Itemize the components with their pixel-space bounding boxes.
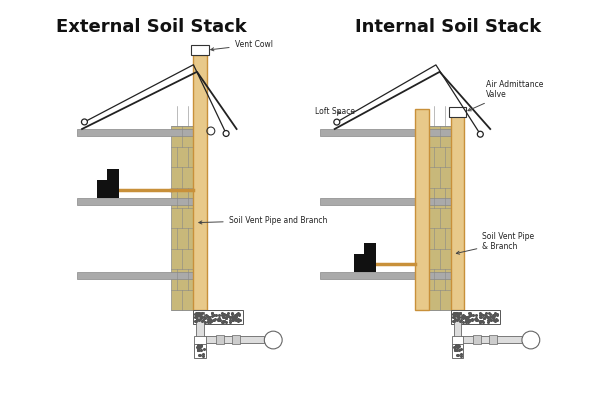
Circle shape	[334, 119, 340, 125]
Bar	[77, 272, 199, 279]
Circle shape	[478, 131, 483, 137]
Bar	[355, 254, 374, 263]
Bar	[449, 107, 466, 117]
Bar	[452, 344, 463, 358]
Bar	[451, 109, 464, 310]
Circle shape	[265, 331, 282, 349]
Bar	[429, 126, 451, 310]
Bar	[193, 55, 207, 310]
Bar	[320, 272, 457, 279]
Bar	[194, 344, 206, 358]
Bar	[107, 170, 119, 189]
Bar	[191, 45, 209, 55]
Text: Soil Vent Pipe
& Branch: Soil Vent Pipe & Branch	[457, 232, 535, 254]
Bar	[204, 336, 265, 343]
Bar	[320, 198, 457, 205]
Text: Vent Cowl: Vent Cowl	[211, 40, 272, 51]
Bar	[97, 189, 119, 198]
Bar	[196, 312, 204, 338]
Text: Loft Space: Loft Space	[315, 107, 355, 116]
Bar	[452, 336, 463, 344]
Bar	[454, 312, 461, 338]
Bar	[232, 335, 239, 344]
Bar	[364, 243, 376, 263]
Bar	[216, 335, 224, 344]
Bar	[415, 109, 429, 310]
Bar	[355, 263, 376, 272]
Bar	[194, 336, 206, 344]
Bar	[473, 335, 481, 344]
Bar	[77, 198, 199, 205]
Bar	[489, 335, 497, 344]
Text: External Soil Stack: External Soil Stack	[56, 18, 247, 36]
Circle shape	[223, 130, 229, 136]
Bar	[320, 129, 457, 136]
Circle shape	[522, 331, 540, 349]
Text: Air Admittance
Valve: Air Admittance Valve	[468, 80, 544, 111]
Bar	[451, 310, 500, 324]
Circle shape	[82, 119, 88, 125]
Text: Internal Soil Stack: Internal Soil Stack	[355, 18, 542, 36]
Text: Soil Vent Pipe and Branch: Soil Vent Pipe and Branch	[199, 216, 327, 225]
Bar	[77, 129, 199, 136]
Bar	[461, 336, 522, 343]
Bar	[97, 180, 117, 189]
Bar	[193, 310, 242, 324]
Bar	[171, 126, 193, 310]
